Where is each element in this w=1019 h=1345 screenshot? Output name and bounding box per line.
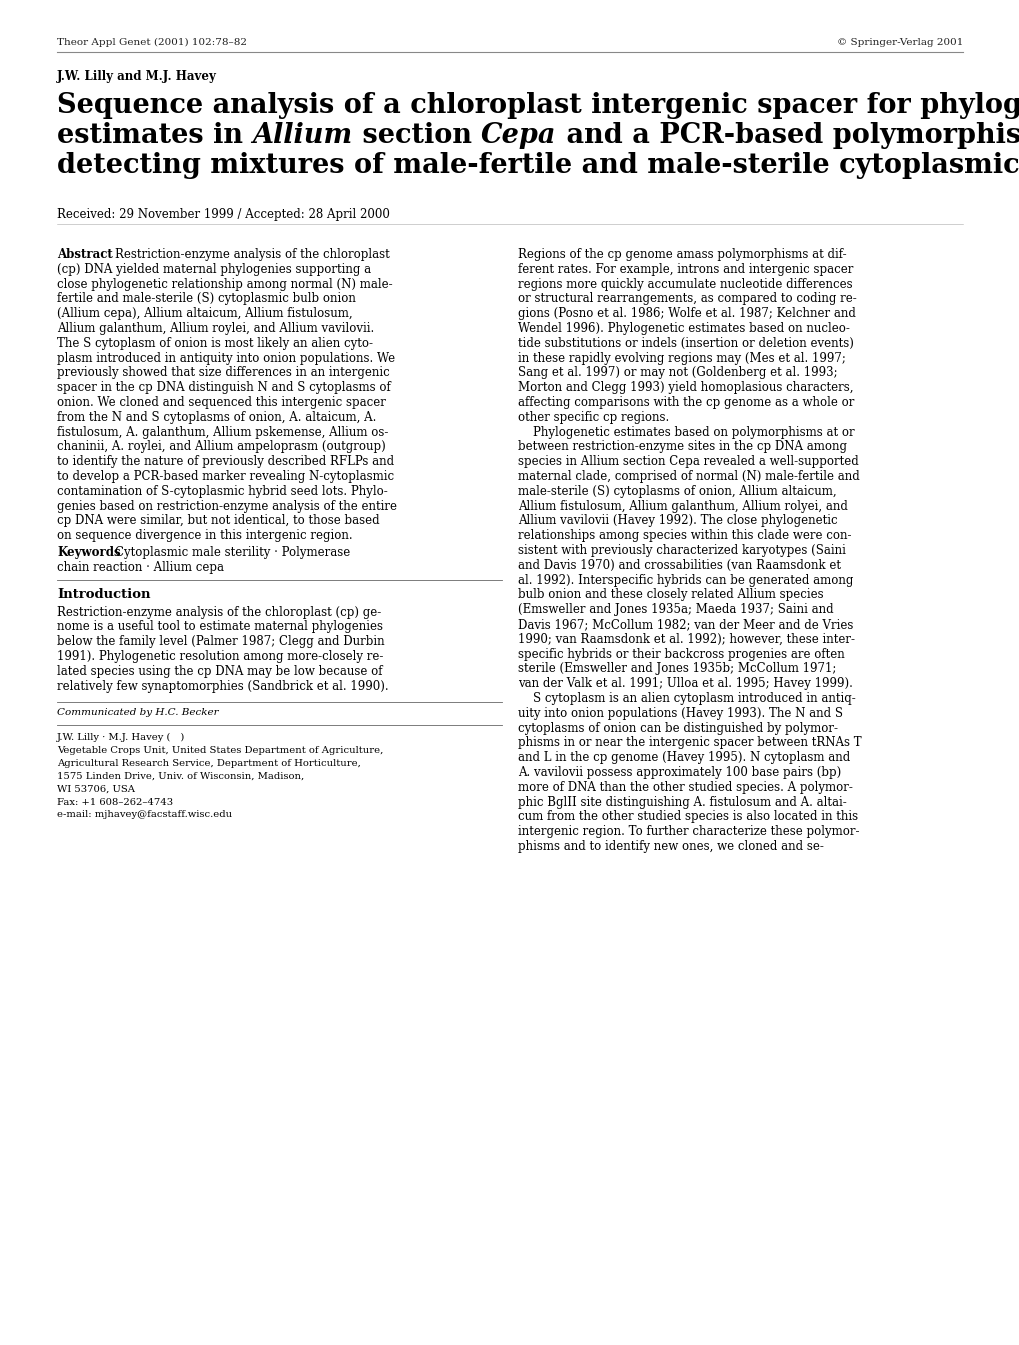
- Text: A. vavilovii possess approximately 100 base pairs (bp): A. vavilovii possess approximately 100 b…: [518, 767, 841, 779]
- Text: sistent with previously characterized karyotypes (Saini: sistent with previously characterized ka…: [518, 543, 845, 557]
- Text: Abstract: Abstract: [57, 247, 113, 261]
- Text: male-sterile (S) cytoplasms of onion, Allium altaicum,: male-sterile (S) cytoplasms of onion, Al…: [518, 484, 836, 498]
- Text: Keywords: Keywords: [57, 546, 120, 560]
- Text: on sequence divergence in this intergenic region.: on sequence divergence in this intergeni…: [57, 529, 353, 542]
- Text: 1990; van Raamsdonk et al. 1992); however, these inter-: 1990; van Raamsdonk et al. 1992); howeve…: [518, 632, 854, 646]
- Text: and L in the cp genome (Havey 1995). N cytoplasm and: and L in the cp genome (Havey 1995). N c…: [518, 752, 850, 764]
- Text: gions (Posno et al. 1986; Wolfe et al. 1987; Kelchner and: gions (Posno et al. 1986; Wolfe et al. 1…: [518, 307, 855, 320]
- Text: and a PCR-based polymorphism: and a PCR-based polymorphism: [556, 122, 1019, 149]
- Text: tide substitutions or indels (insertion or deletion events): tide substitutions or indels (insertion …: [518, 336, 853, 350]
- Text: phic BglII site distinguishing A. fistulosum and A. altai-: phic BglII site distinguishing A. fistul…: [518, 796, 846, 808]
- Text: fistulosum, A. galanthum, Allium pskemense, Allium os-: fistulosum, A. galanthum, Allium pskemen…: [57, 425, 388, 438]
- Text: species in Allium section Cepa revealed a well-supported: species in Allium section Cepa revealed …: [518, 455, 858, 468]
- Text: relationships among species within this clade were con-: relationships among species within this …: [518, 529, 851, 542]
- Text: cytoplasms of onion can be distinguished by polymor-: cytoplasms of onion can be distinguished…: [518, 722, 838, 734]
- Text: regions more quickly accumulate nucleotide differences: regions more quickly accumulate nucleoti…: [518, 277, 852, 291]
- Text: Restriction-enzyme analysis of the chloroplast: Restriction-enzyme analysis of the chlor…: [115, 247, 389, 261]
- Text: Regions of the cp genome amass polymorphisms at dif-: Regions of the cp genome amass polymorph…: [518, 247, 846, 261]
- Text: more of DNA than the other studied species. A polymor-: more of DNA than the other studied speci…: [518, 781, 852, 794]
- Text: phisms in or near the intergenic spacer between tRNAs T: phisms in or near the intergenic spacer …: [518, 737, 861, 749]
- Text: plasm introduced in antiquity into onion populations. We: plasm introduced in antiquity into onion…: [57, 351, 394, 364]
- Text: Cytoplasmic male sterility · Polymerase: Cytoplasmic male sterility · Polymerase: [115, 546, 350, 560]
- Text: phisms and to identify new ones, we cloned and se-: phisms and to identify new ones, we clon…: [518, 841, 823, 853]
- Text: Morton and Clegg 1993) yield homoplasious characters,: Morton and Clegg 1993) yield homoplasiou…: [518, 381, 853, 394]
- Text: nome is a useful tool to estimate maternal phylogenies: nome is a useful tool to estimate matern…: [57, 620, 382, 633]
- Text: in these rapidly evolving regions may (Mes et al. 1997;: in these rapidly evolving regions may (M…: [518, 351, 845, 364]
- Text: fertile and male-sterile (S) cytoplasmic bulb onion: fertile and male-sterile (S) cytoplasmic…: [57, 292, 356, 305]
- Text: Fax: +1 608–262–4743: Fax: +1 608–262–4743: [57, 798, 173, 807]
- Text: Restriction-enzyme analysis of the chloroplast (cp) ge-: Restriction-enzyme analysis of the chlor…: [57, 605, 381, 619]
- Text: below the family level (Palmer 1987; Clegg and Durbin: below the family level (Palmer 1987; Cle…: [57, 635, 384, 648]
- Text: estimates in: estimates in: [57, 122, 253, 149]
- Text: close phylogenetic relationship among normal (N) male-: close phylogenetic relationship among no…: [57, 277, 392, 291]
- Text: Sang et al. 1997) or may not (Goldenberg et al. 1993;: Sang et al. 1997) or may not (Goldenberg…: [518, 366, 837, 379]
- Text: spacer in the cp DNA distinguish N and S cytoplasms of: spacer in the cp DNA distinguish N and S…: [57, 381, 390, 394]
- Text: affecting comparisons with the cp genome as a whole or: affecting comparisons with the cp genome…: [518, 395, 854, 409]
- Text: Allium fistulosum, Allium galanthum, Allium rolyei, and: Allium fistulosum, Allium galanthum, All…: [518, 499, 847, 512]
- Text: intergenic region. To further characterize these polymor-: intergenic region. To further characteri…: [518, 826, 859, 838]
- Text: J.W. Lilly and M.J. Havey: J.W. Lilly and M.J. Havey: [57, 70, 217, 83]
- Text: uity into onion populations (Havey 1993). The N and S: uity into onion populations (Havey 1993)…: [518, 707, 842, 720]
- Text: contamination of S-cytoplasmic hybrid seed lots. Phylo-: contamination of S-cytoplasmic hybrid se…: [57, 484, 387, 498]
- Text: onion. We cloned and sequenced this intergenic spacer: onion. We cloned and sequenced this inte…: [57, 395, 385, 409]
- Text: other specific cp regions.: other specific cp regions.: [518, 410, 668, 424]
- Text: Allium: Allium: [253, 122, 353, 149]
- Text: Wendel 1996). Phylogenetic estimates based on nucleo-: Wendel 1996). Phylogenetic estimates bas…: [518, 321, 849, 335]
- Text: lated species using the cp DNA may be low because of: lated species using the cp DNA may be lo…: [57, 664, 382, 678]
- Text: Introduction: Introduction: [57, 588, 151, 601]
- Text: al. 1992). Interspecific hybrids can be generated among: al. 1992). Interspecific hybrids can be …: [518, 573, 853, 586]
- Text: chaninii, A. roylei, and Allium ampeloprasm (outgroup): chaninii, A. roylei, and Allium ampelopr…: [57, 440, 385, 453]
- Text: Cepa: Cepa: [481, 122, 556, 149]
- Text: Theor Appl Genet (2001) 102:78–82: Theor Appl Genet (2001) 102:78–82: [57, 38, 247, 47]
- Text: and Davis 1970) and crossabilities (van Raamsdonk et: and Davis 1970) and crossabilities (van …: [518, 558, 841, 572]
- Text: (Emsweller and Jones 1935a; Maeda 1937; Saini and: (Emsweller and Jones 1935a; Maeda 1937; …: [518, 603, 833, 616]
- Text: detecting mixtures of male-fertile and male-sterile cytoplasmic onion: detecting mixtures of male-fertile and m…: [57, 152, 1019, 179]
- Text: bulb onion and these closely related Allium species: bulb onion and these closely related All…: [518, 588, 822, 601]
- Text: or structural rearrangements, as compared to coding re-: or structural rearrangements, as compare…: [518, 292, 856, 305]
- Text: S cytoplasm is an alien cytoplasm introduced in antiq-: S cytoplasm is an alien cytoplasm introd…: [518, 691, 855, 705]
- Text: 1991). Phylogenetic resolution among more-closely re-: 1991). Phylogenetic resolution among mor…: [57, 650, 383, 663]
- Text: chain reaction · Allium cepa: chain reaction · Allium cepa: [57, 561, 224, 574]
- Text: between restriction-enzyme sites in the cp DNA among: between restriction-enzyme sites in the …: [518, 440, 846, 453]
- Text: genies based on restriction-enzyme analysis of the entire: genies based on restriction-enzyme analy…: [57, 499, 396, 512]
- Text: specific hybrids or their backcross progenies are often: specific hybrids or their backcross prog…: [518, 647, 844, 660]
- Text: WI 53706, USA: WI 53706, USA: [57, 784, 135, 794]
- Text: to identify the nature of previously described RFLPs and: to identify the nature of previously des…: [57, 455, 393, 468]
- Text: (Allium cepa), Allium altaicum, Allium fistulosum,: (Allium cepa), Allium altaicum, Allium f…: [57, 307, 353, 320]
- Text: cum from the other studied species is also located in this: cum from the other studied species is al…: [518, 811, 857, 823]
- Text: Vegetable Crops Unit, United States Department of Agriculture,: Vegetable Crops Unit, United States Depa…: [57, 746, 383, 755]
- Text: to develop a PCR-based marker revealing N-cytoplasmic: to develop a PCR-based marker revealing …: [57, 469, 393, 483]
- Text: relatively few synaptomorphies (Sandbrick et al. 1990).: relatively few synaptomorphies (Sandbric…: [57, 679, 388, 693]
- Text: Phylogenetic estimates based on polymorphisms at or: Phylogenetic estimates based on polymorp…: [518, 425, 854, 438]
- Text: sterile (Emsweller and Jones 1935b; McCollum 1971;: sterile (Emsweller and Jones 1935b; McCo…: [518, 662, 836, 675]
- Text: e-mail: mjhavey@facstaff.wisc.edu: e-mail: mjhavey@facstaff.wisc.edu: [57, 811, 232, 819]
- Text: © Springer-Verlag 2001: © Springer-Verlag 2001: [836, 38, 962, 47]
- Text: Received: 29 November 1999 / Accepted: 28 April 2000: Received: 29 November 1999 / Accepted: 2…: [57, 208, 389, 221]
- Text: from the N and S cytoplasms of onion, A. altaicum, A.: from the N and S cytoplasms of onion, A.…: [57, 410, 376, 424]
- Text: section: section: [353, 122, 481, 149]
- Text: J.W. Lilly · M.J. Havey ( ): J.W. Lilly · M.J. Havey ( ): [57, 733, 185, 742]
- Text: Communicated by H.C. Becker: Communicated by H.C. Becker: [57, 709, 218, 717]
- Text: The S cytoplasm of onion is most likely an alien cyto-: The S cytoplasm of onion is most likely …: [57, 336, 373, 350]
- Text: maternal clade, comprised of normal (N) male-fertile and: maternal clade, comprised of normal (N) …: [518, 469, 859, 483]
- Text: (cp) DNA yielded maternal phylogenies supporting a: (cp) DNA yielded maternal phylogenies su…: [57, 262, 371, 276]
- Text: van der Valk et al. 1991; Ulloa et al. 1995; Havey 1999).: van der Valk et al. 1991; Ulloa et al. 1…: [518, 677, 852, 690]
- Text: Davis 1967; McCollum 1982; van der Meer and de Vries: Davis 1967; McCollum 1982; van der Meer …: [518, 617, 853, 631]
- Text: Agricultural Research Service, Department of Horticulture,: Agricultural Research Service, Departmen…: [57, 759, 361, 768]
- Text: cp DNA were similar, but not identical, to those based: cp DNA were similar, but not identical, …: [57, 514, 379, 527]
- Text: Allium vavilovii (Havey 1992). The close phylogenetic: Allium vavilovii (Havey 1992). The close…: [518, 514, 837, 527]
- Text: previously showed that size differences in an intergenic: previously showed that size differences …: [57, 366, 389, 379]
- Text: Allium galanthum, Allium roylei, and Allium vavilovii.: Allium galanthum, Allium roylei, and All…: [57, 321, 374, 335]
- Text: 1575 Linden Drive, Univ. of Wisconsin, Madison,: 1575 Linden Drive, Univ. of Wisconsin, M…: [57, 772, 304, 781]
- Text: ferent rates. For example, introns and intergenic spacer: ferent rates. For example, introns and i…: [518, 262, 853, 276]
- Text: Sequence analysis of a chloroplast intergenic spacer for phylogenetic: Sequence analysis of a chloroplast inter…: [57, 91, 1019, 118]
